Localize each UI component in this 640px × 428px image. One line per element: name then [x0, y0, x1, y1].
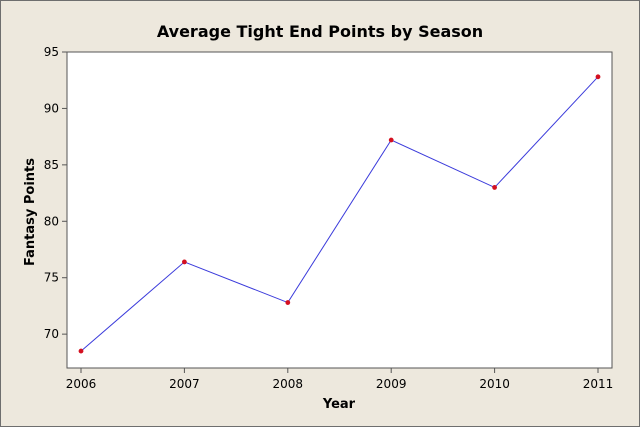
- data-point: [595, 74, 601, 80]
- y-tick-label: 75: [44, 271, 59, 285]
- plot-area: [66, 51, 613, 369]
- data-point: [78, 348, 84, 354]
- y-axis-label: Fantasy Points: [23, 158, 38, 266]
- x-tick-label: 2006: [66, 377, 97, 391]
- y-tick-label: 85: [44, 158, 59, 172]
- data-point: [492, 185, 497, 190]
- data-point: [182, 259, 187, 265]
- y-tick-label: 70: [44, 327, 59, 341]
- x-axis: 2006 2007 2008 2009 2010 2011: [66, 368, 614, 391]
- x-tick-label: 2011: [583, 377, 614, 391]
- x-tick-label: 2007: [169, 377, 200, 391]
- series-layer: [78, 74, 601, 354]
- y-tick-label: 80: [44, 214, 59, 228]
- data-point: [388, 137, 394, 143]
- data-point: [285, 300, 291, 305]
- chart-title: Average Tight End Points by Season: [157, 22, 483, 41]
- x-axis-label: Year: [322, 397, 356, 412]
- y-axis: 70 75 80 85 90 95: [44, 45, 67, 341]
- x-tick-label: 2010: [479, 377, 510, 391]
- series-line: [80, 76, 599, 352]
- y-tick-label: 95: [44, 45, 59, 59]
- y-tick-label: 90: [44, 101, 59, 115]
- x-tick-label: 2009: [376, 377, 407, 391]
- x-tick-label: 2008: [273, 377, 304, 391]
